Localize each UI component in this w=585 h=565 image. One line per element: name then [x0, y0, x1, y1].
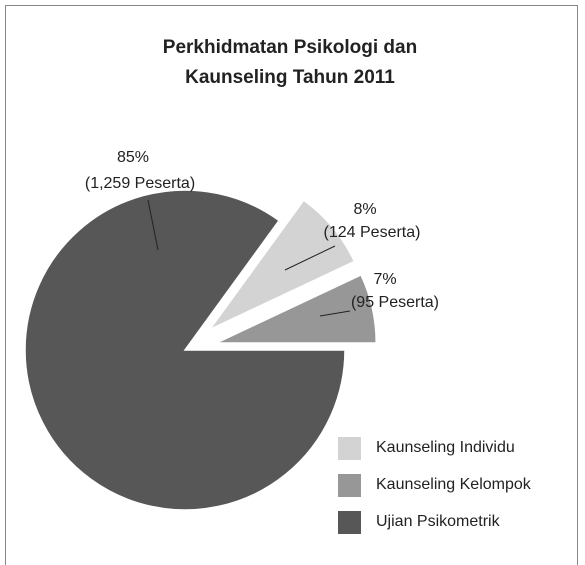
pie-slice: [215, 273, 377, 344]
value-label: 7%: [373, 271, 396, 288]
chart-frame: [5, 5, 578, 565]
pie-slice: [24, 189, 346, 511]
legend-label: Kaunseling Individu: [376, 439, 515, 456]
legend-swatch: [338, 474, 361, 497]
legend-swatch: [338, 437, 361, 460]
legend-label: Kaunseling Kelompok: [376, 476, 532, 493]
pie-slice: [209, 199, 356, 331]
chart-title: Perkhidmatan Psikologi dan: [163, 37, 417, 58]
leader-line: [284, 245, 336, 271]
count-label: (1,259 Peserta): [85, 175, 195, 192]
count-label: (95 Peserta): [351, 294, 439, 311]
value-label: 8%: [353, 201, 376, 218]
leader-line: [147, 199, 159, 251]
value-label: 85%: [117, 149, 149, 166]
chart-title: Kaunseling Tahun 2011: [185, 67, 395, 88]
legend-label: Ujian Psikometrik: [376, 513, 501, 530]
leader-line: [319, 310, 351, 317]
count-label: (124 Peserta): [324, 224, 421, 241]
legend-swatch: [338, 511, 361, 534]
